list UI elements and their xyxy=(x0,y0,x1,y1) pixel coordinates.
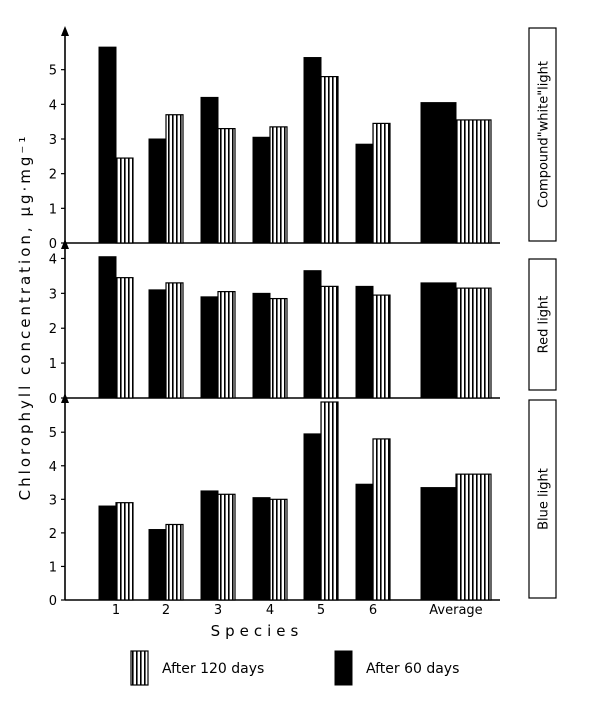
bar-after-120 xyxy=(320,401,339,601)
bar-after-60 xyxy=(98,256,117,399)
bar-after-60 xyxy=(200,96,219,244)
y-tick-label: 0 xyxy=(49,594,57,609)
legend-swatch-after-60 xyxy=(334,650,353,686)
y-tick-label: 5 xyxy=(49,64,57,79)
x-tick-label: 2 xyxy=(162,603,170,618)
y-tick-label: 2 xyxy=(49,322,57,337)
bar-after-120 xyxy=(320,285,339,399)
bar-after-120 xyxy=(320,75,339,244)
bar-after-60 xyxy=(98,505,117,601)
bar-after-60 xyxy=(98,46,117,244)
y-axis-arrow xyxy=(61,393,69,403)
panel-label-box xyxy=(528,27,557,242)
x-tick-label: 6 xyxy=(369,603,377,618)
bar-after-60 xyxy=(148,529,167,601)
bar-after-120 xyxy=(165,523,184,601)
panel-label: Blue light xyxy=(537,468,552,530)
y-tick-label: 1 xyxy=(49,560,57,575)
y-tick-label: 0 xyxy=(49,237,57,252)
y-tick-label: 2 xyxy=(49,527,57,542)
y-tick-label: 0 xyxy=(49,392,57,407)
panel-label: Red light xyxy=(537,296,552,354)
y-axis-label: Chlorophyll concentration, μg·mg⁻¹ xyxy=(16,134,34,501)
bar-after-60 xyxy=(148,289,167,399)
y-tick-label: 4 xyxy=(49,252,57,267)
bar-after-60 xyxy=(355,285,374,399)
bar-after-120 xyxy=(372,438,391,601)
bar-after-120 xyxy=(217,493,236,601)
bar-after-120 xyxy=(455,473,492,601)
bar-after-120 xyxy=(269,498,288,601)
bar-after-60 xyxy=(303,57,322,244)
bar-after-120 xyxy=(217,128,236,244)
y-tick-label: 3 xyxy=(49,493,57,508)
legend-label-after-60: After 60 days xyxy=(366,661,459,677)
y-tick-label: 4 xyxy=(49,98,57,113)
panel-label-box xyxy=(528,399,557,599)
legend-swatch-after-120 xyxy=(130,650,149,686)
y-tick-label: 1 xyxy=(49,202,57,217)
x-tick-label: 4 xyxy=(266,603,274,618)
bar-after-120 xyxy=(269,297,288,399)
bar-after-120 xyxy=(269,126,288,244)
bar-after-60 xyxy=(200,296,219,399)
panel-label-box xyxy=(528,258,557,391)
bar-after-120 xyxy=(115,502,134,601)
bar-after-120 xyxy=(115,157,134,244)
panel-label: Compound"white"light xyxy=(537,61,552,208)
bar-after-120 xyxy=(217,291,236,399)
bar-after-120 xyxy=(455,287,492,399)
x-tick-label: 3 xyxy=(214,603,222,618)
y-axis-arrow xyxy=(61,26,69,36)
bar-after-120 xyxy=(165,282,184,399)
bar-after-120 xyxy=(455,119,492,244)
y-tick-label: 4 xyxy=(49,460,57,475)
bar-after-60 xyxy=(355,143,374,244)
x-tick-label: 1 xyxy=(112,603,120,618)
y-axis-arrow xyxy=(61,239,69,249)
x-tick-label: Average xyxy=(429,603,482,618)
bar-after-60 xyxy=(252,497,271,601)
bar-after-60 xyxy=(420,102,457,244)
bar-after-60 xyxy=(252,136,271,244)
y-tick-label: 3 xyxy=(49,133,57,148)
bar-after-60 xyxy=(303,433,322,601)
bar-after-60 xyxy=(148,138,167,244)
y-tick-label: 3 xyxy=(49,287,57,302)
x-axis-label: Species xyxy=(211,622,304,640)
bar-after-60 xyxy=(303,270,322,399)
bar-after-60 xyxy=(355,483,374,601)
x-tick-label: 5 xyxy=(317,603,325,618)
bar-after-120 xyxy=(165,114,184,244)
bar-after-60 xyxy=(200,490,219,601)
y-tick-label: 2 xyxy=(49,168,57,183)
bar-after-60 xyxy=(420,282,457,399)
bar-after-120 xyxy=(372,294,391,399)
legend-label-after-120: After 120 days xyxy=(162,661,264,677)
bar-after-60 xyxy=(252,292,271,399)
y-tick-label: 5 xyxy=(49,426,57,441)
bar-after-60 xyxy=(420,487,457,601)
y-tick-label: 1 xyxy=(49,357,57,372)
bar-after-120 xyxy=(372,122,391,244)
bar-after-120 xyxy=(115,277,134,399)
